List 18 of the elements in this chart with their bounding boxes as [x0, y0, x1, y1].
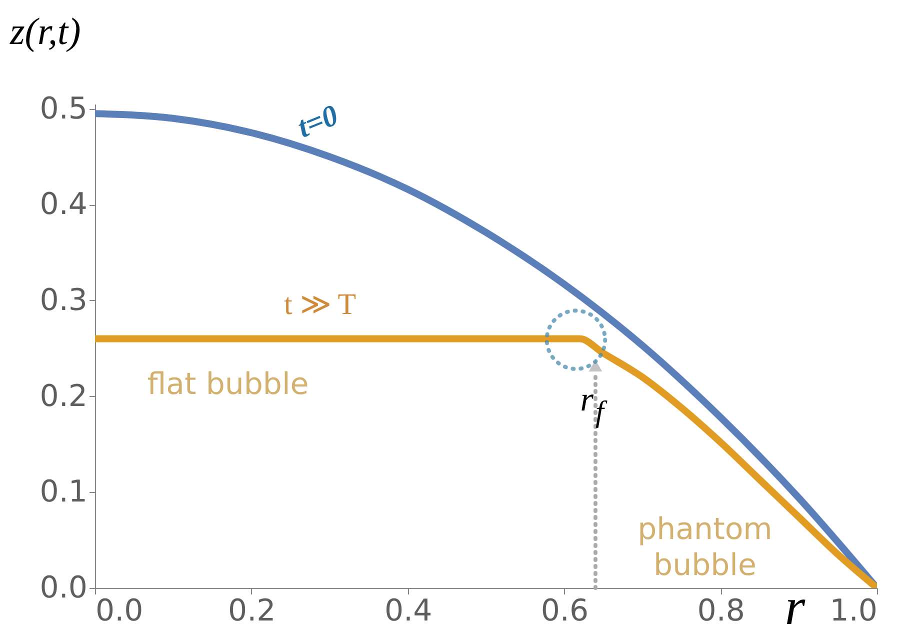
x-tick-label: 0.4 — [384, 594, 432, 628]
y-axis-title: z(r,t) — [9, 11, 81, 53]
annotation: phantom bubble — [638, 512, 772, 583]
annotation: t ≫ T — [284, 288, 356, 321]
y-tick-label: 0.1 — [40, 474, 88, 510]
x-tick-label: 1.0 — [830, 594, 878, 628]
y-tick-label: 0.4 — [40, 187, 88, 222]
x-tick-label: 0.6 — [540, 594, 589, 628]
x-axis-title: r — [784, 579, 806, 630]
x-tick-label: 0.0 — [96, 594, 144, 628]
y-tick-label: 0.5 — [40, 91, 88, 126]
annotation: t=0 — [292, 98, 343, 144]
y-tick-label: 0.3 — [40, 282, 88, 318]
y-tick-label: 0.2 — [40, 378, 88, 414]
y-tick-label: 0.0 — [40, 570, 88, 606]
x-tick-label: 0.8 — [697, 594, 745, 628]
x-tick-label: 0.2 — [228, 594, 276, 628]
annotation: flat bubble — [147, 367, 309, 402]
